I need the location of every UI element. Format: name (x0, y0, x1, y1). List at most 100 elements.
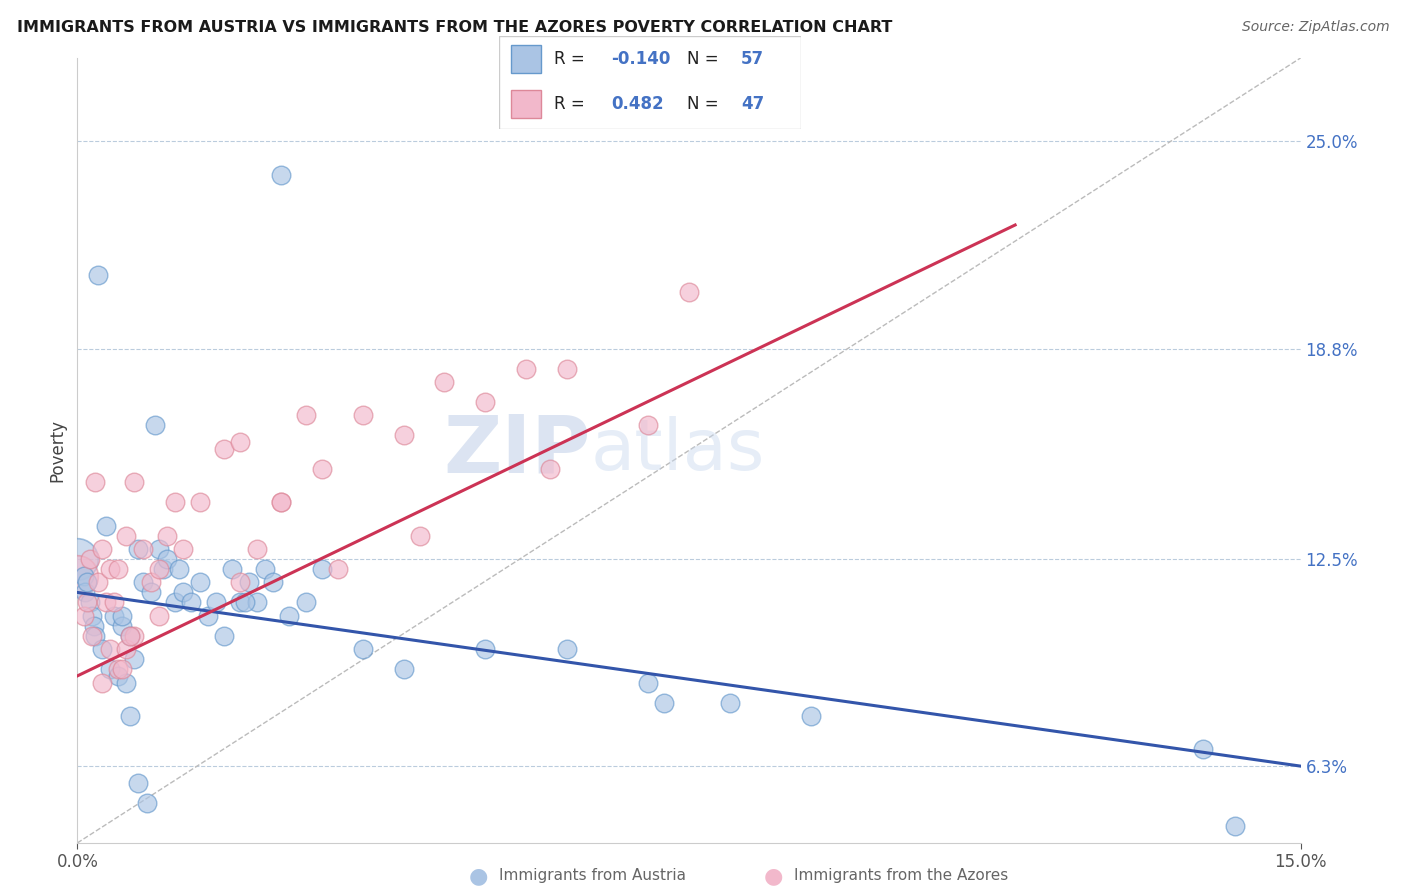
Point (538, 462, 561, 476)
Point (172, 541, 194, 556)
Text: Immigrants from Austria: Immigrants from Austria (499, 869, 686, 883)
Point (165, 495, 187, 509)
Point (270, 495, 292, 509)
Point (156, 528, 179, 542)
Text: atlas: atlas (591, 416, 765, 485)
Point (98, 662, 121, 676)
Point (120, 629, 142, 643)
Point (352, 409, 374, 423)
Text: ●: ● (468, 866, 488, 886)
Point (87, 268, 110, 282)
Point (678, 285, 700, 299)
Point (139, 575, 162, 590)
Point (103, 595, 125, 609)
Point (165, 595, 187, 609)
Point (311, 562, 333, 576)
Point (94, 518, 117, 533)
Point (392, 662, 415, 676)
Point (76, 595, 98, 609)
Point (637, 418, 659, 433)
Point (120, 709, 142, 723)
Text: 0.482: 0.482 (612, 95, 664, 113)
Point (143, 418, 166, 433)
Point (84, 475, 107, 490)
Point (229, 435, 252, 450)
Point (73, 568, 96, 582)
Point (107, 562, 129, 576)
Point (180, 595, 202, 609)
Text: N =: N = (686, 50, 724, 68)
Point (172, 585, 194, 599)
Point (188, 575, 211, 590)
Text: R =: R = (554, 95, 589, 113)
Point (90, 675, 112, 690)
Point (90, 642, 112, 657)
Point (205, 595, 228, 609)
Point (474, 642, 496, 657)
Point (253, 562, 276, 576)
Point (111, 608, 134, 623)
Point (515, 361, 537, 376)
Point (433, 375, 456, 389)
Point (392, 428, 415, 442)
Point (233, 595, 256, 609)
Point (107, 662, 129, 676)
Point (212, 442, 235, 456)
Point (1225, 819, 1247, 833)
Point (152, 562, 174, 576)
Point (278, 608, 301, 623)
Point (654, 696, 676, 710)
Point (148, 541, 170, 556)
Point (98, 562, 121, 576)
Point (135, 796, 157, 810)
Point (79, 595, 101, 609)
Point (474, 395, 496, 409)
Point (328, 562, 350, 576)
Text: R =: R = (554, 50, 589, 68)
Point (75, 585, 97, 599)
Point (111, 619, 134, 633)
Text: N =: N = (686, 95, 724, 113)
Point (246, 541, 269, 556)
FancyBboxPatch shape (499, 36, 801, 129)
Point (131, 575, 153, 590)
Point (637, 675, 659, 690)
Point (270, 168, 292, 182)
Bar (512, 90, 541, 118)
Point (66, 552, 89, 566)
Point (107, 669, 129, 683)
Point (79, 552, 101, 566)
Point (131, 541, 153, 556)
Point (555, 642, 578, 657)
Point (76, 575, 98, 590)
Point (73, 608, 96, 623)
Point (124, 475, 146, 490)
Point (188, 495, 211, 509)
Point (127, 776, 149, 790)
Point (409, 528, 432, 542)
Y-axis label: Poverty: Poverty (48, 419, 66, 482)
Point (718, 696, 741, 710)
Point (80, 629, 103, 643)
Point (115, 642, 138, 657)
Point (197, 608, 219, 623)
Point (98, 642, 121, 657)
Text: ZIP: ZIP (444, 411, 591, 490)
Text: IMMIGRANTS FROM AUSTRIA VS IMMIGRANTS FROM THE AZORES POVERTY CORRELATION CHART: IMMIGRANTS FROM AUSTRIA VS IMMIGRANTS FR… (17, 20, 893, 35)
Point (311, 462, 333, 476)
Point (94, 595, 117, 609)
Point (148, 608, 170, 623)
Point (229, 595, 252, 609)
Point (352, 642, 374, 657)
Point (262, 575, 284, 590)
Point (80, 608, 103, 623)
Text: Immigrants from the Azores: Immigrants from the Azores (794, 869, 1008, 883)
Point (139, 585, 162, 599)
Point (156, 552, 179, 566)
Point (83, 619, 105, 633)
Point (800, 709, 823, 723)
Point (270, 495, 292, 509)
Point (115, 528, 138, 542)
Text: 47: 47 (741, 95, 765, 113)
Point (87, 575, 110, 590)
